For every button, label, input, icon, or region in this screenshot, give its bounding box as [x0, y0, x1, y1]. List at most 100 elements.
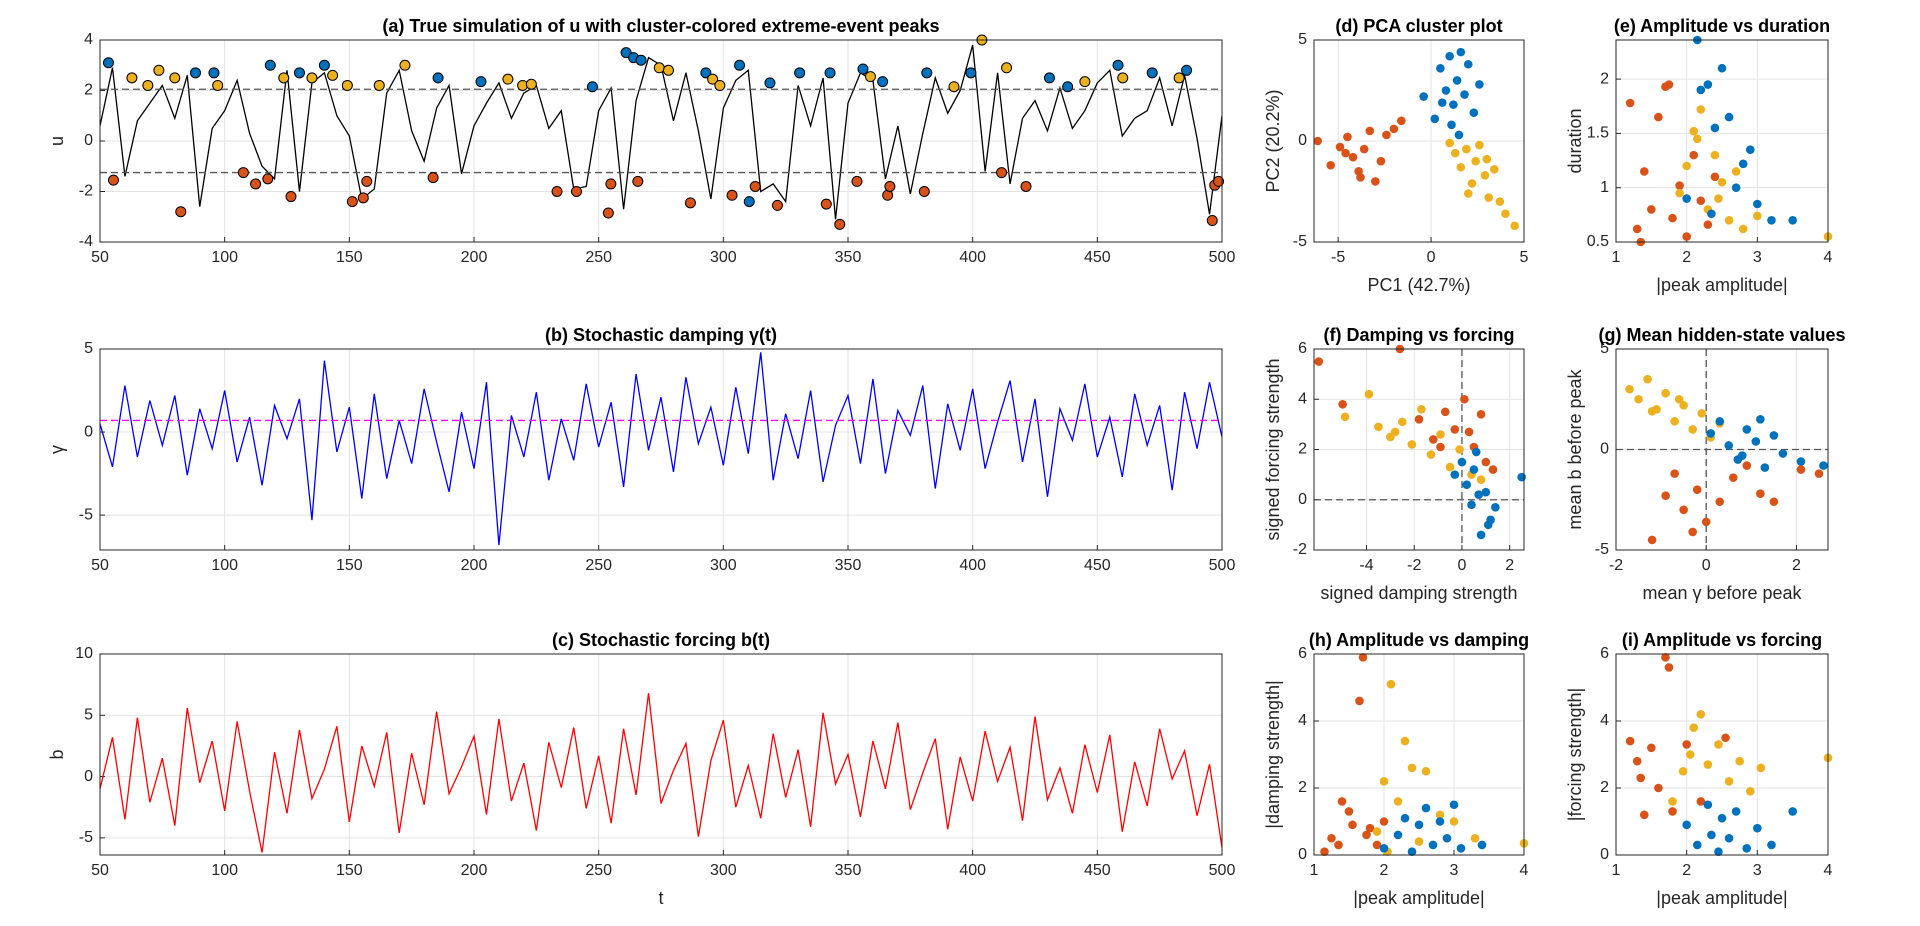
- y-tick-label: 6: [1600, 645, 1609, 662]
- point: [1456, 844, 1466, 853]
- x-axis-label: PC1 (42.7%): [1367, 275, 1470, 295]
- x-tick-label: 2: [1505, 557, 1514, 574]
- point: [662, 64, 674, 76]
- axes: 1 2 3 4 0 2 4 6 (i) Amplitude vs forcing |peak am…: [1565, 630, 1833, 908]
- point: [1721, 733, 1730, 743]
- point: [1788, 807, 1797, 816]
- point: [1463, 59, 1473, 69]
- y-tick-label: 5: [84, 706, 93, 723]
- point: [1079, 76, 1091, 88]
- point: [1668, 213, 1677, 223]
- x-tick-label: 150: [336, 862, 363, 879]
- y-tick-label: 0: [1600, 846, 1609, 863]
- x-tick-label: 350: [835, 557, 862, 574]
- x-tick-label: 400: [959, 557, 986, 574]
- point: [525, 78, 537, 90]
- point: [1689, 126, 1699, 136]
- point: [1767, 215, 1776, 225]
- point: [1707, 209, 1716, 219]
- point: [1814, 469, 1824, 478]
- x-tick-label: 500: [1209, 249, 1236, 266]
- x-axis-label: |peak amplitude|: [1656, 275, 1787, 295]
- point: [570, 186, 582, 197]
- point: [1634, 394, 1643, 404]
- point: [1112, 59, 1124, 71]
- y-tick-label: 1: [1600, 179, 1609, 196]
- x-tick-label: 450: [1084, 557, 1111, 574]
- x-tick-label: 3: [1753, 249, 1762, 266]
- point: [427, 172, 439, 184]
- point: [1313, 136, 1323, 146]
- y-tick-label: 6: [1298, 645, 1307, 662]
- axes: 50 100 150 200 250 300 350 400 450 500 -4 -2 0 2 4 (a) …: [47, 16, 1236, 266]
- point: [1450, 470, 1460, 479]
- axes: 1 2 3 40.511.52(e) Amplitude vs duration|pe…: [1565, 16, 1833, 295]
- point: [1647, 535, 1657, 545]
- point: [1731, 807, 1741, 816]
- point: [1382, 130, 1391, 140]
- x-tick-label: 1: [1612, 249, 1621, 266]
- point: [1414, 415, 1424, 424]
- x-axis-label: |peak amplitude|: [1656, 888, 1787, 908]
- point: [1745, 787, 1755, 796]
- point: [1430, 114, 1440, 124]
- point: [1664, 80, 1674, 89]
- point: [1456, 162, 1466, 172]
- point: [1661, 653, 1670, 662]
- y-tick-label: -5: [79, 506, 93, 523]
- x-tick-label: 4: [1520, 862, 1529, 879]
- y-tick-label: -5: [1293, 233, 1307, 250]
- chart-title: (b) Stochastic damping γ(t): [545, 325, 777, 345]
- point: [1688, 527, 1697, 537]
- point: [1452, 76, 1462, 85]
- plot-area: [1616, 654, 1828, 855]
- x-tick-label: 2: [1380, 862, 1389, 879]
- point: [1724, 112, 1734, 122]
- point: [1742, 425, 1752, 434]
- point: [1717, 813, 1727, 823]
- point: [373, 79, 385, 91]
- point: [1679, 505, 1688, 515]
- point: [1668, 797, 1677, 806]
- x-tick-label: 1: [1612, 862, 1621, 879]
- point: [1769, 497, 1779, 507]
- y-axis-label: duration: [1565, 108, 1585, 173]
- point: [1703, 80, 1713, 89]
- point: [1710, 123, 1720, 133]
- point: [1467, 179, 1477, 188]
- point: [1737, 451, 1747, 460]
- point: [1710, 150, 1720, 160]
- y-tick-label: 0: [1298, 846, 1307, 863]
- point: [1456, 47, 1466, 57]
- y-tick-label: 0: [1600, 441, 1609, 458]
- point: [1462, 144, 1471, 154]
- chart-title: (e) Amplitude vs duration: [1614, 16, 1830, 36]
- point: [632, 175, 644, 187]
- point: [1767, 840, 1776, 850]
- point: [1471, 156, 1480, 166]
- point: [142, 79, 154, 91]
- point: [1647, 407, 1657, 416]
- point: [1717, 177, 1727, 187]
- point: [1670, 417, 1679, 426]
- axes-box: [1615, 39, 1829, 243]
- point: [1682, 194, 1691, 203]
- point: [1435, 810, 1445, 820]
- point: [1437, 98, 1447, 107]
- point: [1428, 840, 1438, 850]
- x-tick-label: 3: [1450, 862, 1459, 879]
- x-tick-label: 0: [1458, 557, 1467, 574]
- point: [1389, 124, 1399, 134]
- point: [1481, 487, 1491, 497]
- y-axis-label: b: [47, 749, 67, 759]
- point: [1724, 833, 1734, 843]
- point: [318, 59, 330, 71]
- point: [1181, 64, 1193, 76]
- point: [1475, 140, 1484, 150]
- point: [851, 175, 863, 187]
- x-tick-label: 100: [211, 557, 238, 574]
- point: [1661, 491, 1670, 501]
- point: [820, 198, 832, 210]
- x-tick-label: 450: [1084, 249, 1111, 266]
- point: [1482, 154, 1492, 164]
